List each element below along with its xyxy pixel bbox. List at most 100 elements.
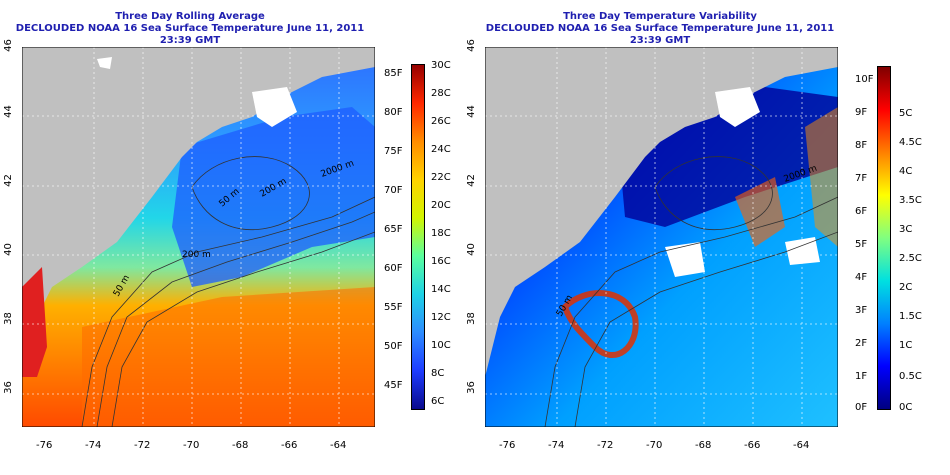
right-cbar-f-label: 8F [855,140,868,151]
right-y-tick: 46 [465,39,477,52]
right-cbar-f-label: 1F [855,371,868,382]
left-cloud-patch [252,87,297,127]
left-cold-water [172,107,375,287]
right-x-tick: -66 [744,440,761,451]
right-title-sub: DECLOUDED NOAA 16 Sea Surface Temperatur… [485,23,835,46]
right-cbar-f-label: 0F [855,402,868,413]
left-contour-label-200: 200 m [182,250,211,260]
right-cbar-f-label: 5F [855,239,868,250]
right-x-tick: -68 [695,440,712,451]
left-cbar-c-label: 12C [431,312,451,323]
left-y-tick: 38 [2,312,14,325]
right-cbar-c-label: 0.5C [899,371,922,382]
left-x-tick: -72 [134,440,151,451]
right-cloud-patch [715,87,760,127]
left-contour-basin [191,156,310,230]
right-title-main: Three Day Temperature Variability [563,11,757,22]
left-cbar-c-label: 16C [431,256,451,267]
left-cbar-c-label: 10C [431,340,451,351]
left-cbar-f-label: 85F [384,68,403,79]
right-x-tick: -76 [499,440,516,451]
right-contour-2000m [574,231,838,427]
right-cbar-f-label: 4F [855,272,868,283]
right-cbar-c-label: 4.5C [899,137,922,148]
right-gridlines [485,47,838,427]
left-x-tick: -68 [232,440,249,451]
right-eddy-ring [561,290,639,358]
left-cbar-f-label: 65F [384,224,403,235]
left-y-tick: 40 [2,243,14,256]
left-cbar-c-label: 26C [431,116,451,127]
right-y-tick: 44 [465,105,477,118]
left-cbar-f-label: 70F [384,185,403,196]
right-cloud-patch [785,237,820,265]
right-x-tick: -70 [646,440,663,451]
right-y-tick: 42 [465,174,477,187]
right-cbar-c-label: 1.5C [899,311,922,322]
right-cbar-c-label: 2.5C [899,253,922,264]
right-y-tick: 38 [465,312,477,325]
left-cbar-c-label: 28C [431,88,451,99]
left-cbar-c-label: 14C [431,284,451,295]
left-contour-50m [81,196,375,427]
right-cbar-f-label: 6F [855,206,868,217]
right-cbar-f-label: 10F [855,74,874,85]
left-cloud-patch [97,57,112,69]
left-warm-water [82,287,375,427]
left-cbar-c-label: 24C [431,144,451,155]
right-y-tick: 40 [465,243,477,256]
right-y-tick: 36 [465,381,477,394]
left-y-tick: 44 [2,105,14,118]
right-cloud-patch [665,242,705,277]
right-x-tick: -64 [793,440,810,451]
left-title-sub: DECLOUDED NOAA 16 Sea Surface Temperatur… [15,23,365,46]
right-cbar-c-label: 4C [899,166,913,177]
left-y-tick: 42 [2,174,14,187]
left-coastal-warm [22,267,47,377]
left-cbar-f-label: 80F [384,107,403,118]
right-cbar-c-label: 3C [899,224,913,235]
left-cbar-c-label: 20C [431,200,451,211]
left-contour-200m [96,211,375,427]
left-contour-2000m [111,231,375,427]
right-colorbar [877,66,891,410]
left-cbar-f-label: 60F [384,263,403,274]
right-land [485,47,838,377]
left-title-main: Three Day Rolling Average [115,11,265,22]
right-cbar-c-label: 1C [899,340,913,351]
left-cbar-f-label: 45F [384,380,403,391]
right-contour-50m [544,196,838,427]
right-cbar-f-label: 3F [855,305,868,316]
left-x-tick: -74 [85,440,102,451]
right-cbar-c-label: 0C [899,402,913,413]
right-cbar-c-label: 2C [899,282,913,293]
right-cbar-f-label: 2F [855,338,868,349]
left-cbar-c-label: 18C [431,228,451,239]
right-map: 50 m 2000 m [485,47,838,427]
left-cbar-c-label: 6C [431,396,445,407]
right-contour-basin [654,156,773,230]
left-land [22,47,375,377]
left-x-tick: -66 [281,440,298,451]
left-cbar-f-label: 50F [384,341,403,352]
left-cbar-f-label: 75F [384,146,403,157]
left-gridlines [22,47,375,427]
left-cbar-f-label: 55F [384,302,403,313]
right-cbar-f-label: 7F [855,173,868,184]
left-cbar-c-label: 22C [431,172,451,183]
right-high-variability [805,107,838,247]
right-x-tick: -74 [548,440,565,451]
right-title: Three Day Temperature Variability DECLOU… [470,11,850,47]
left-y-tick: 46 [2,39,14,52]
left-colorbar [411,64,425,410]
right-cbar-c-label: 3.5C [899,195,922,206]
left-x-tick: -70 [183,440,200,451]
right-cbar-c-label: 5C [899,108,913,119]
left-cbar-c-label: 8C [431,368,445,379]
right-x-tick: -72 [597,440,614,451]
left-title: Three Day Rolling Average DECLOUDED NOAA… [0,11,380,47]
left-cbar-c-label: 30C [431,60,451,71]
right-cbar-f-label: 9F [855,107,868,118]
left-y-tick: 36 [2,381,14,394]
left-map-svg: 50 m 200 m 2000 m 200 m 50 m [22,47,375,427]
